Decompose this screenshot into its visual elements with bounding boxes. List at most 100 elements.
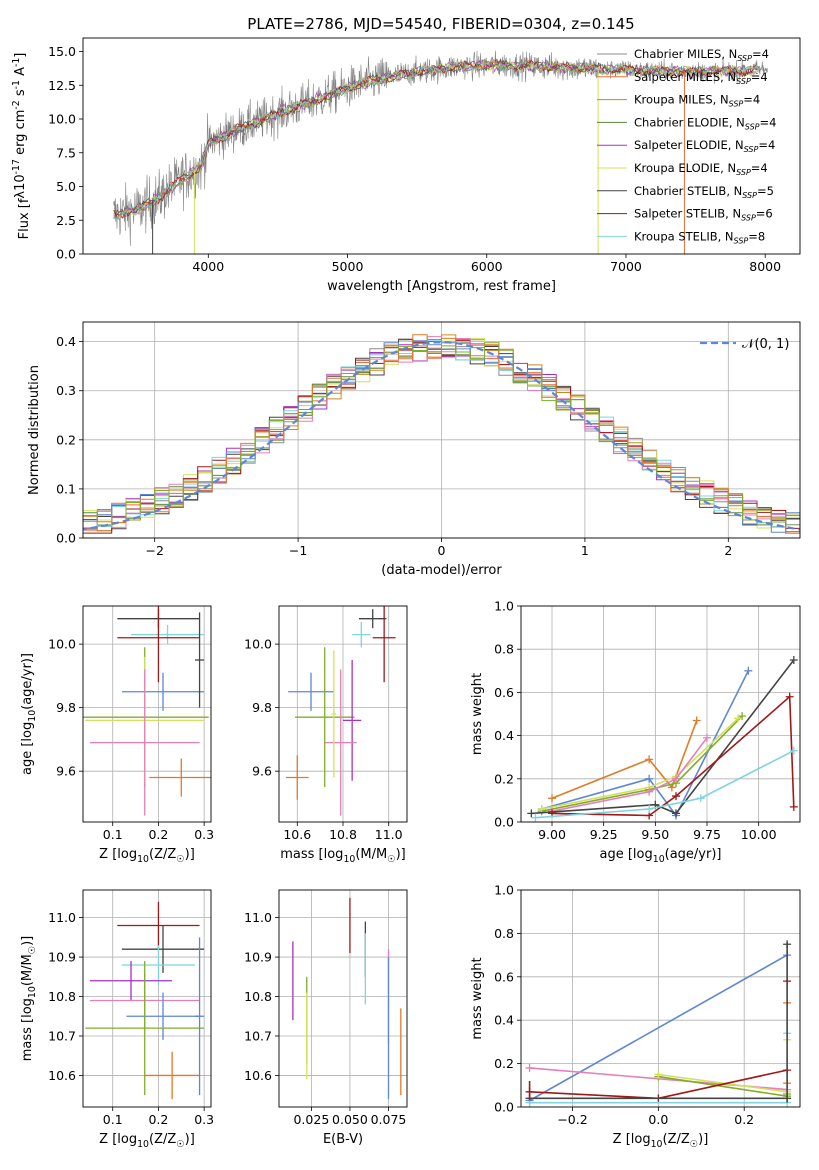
- x-tick-label: 6000: [471, 259, 503, 274]
- axes-frame: [278, 889, 408, 1108]
- y-tick-label: 0.6: [494, 969, 514, 984]
- y-tick-label: 9.6: [252, 764, 272, 779]
- series-line: [658, 1075, 788, 1097]
- legend: Chabrier MILES, NSSP=4 Salpeter MILES, NS…: [597, 47, 776, 245]
- y-tick-label: 0.2: [56, 432, 76, 447]
- y-tick-label: 10.9: [48, 950, 76, 965]
- model-spectrum: [113, 59, 758, 219]
- x-tick-label: 5000: [332, 259, 364, 274]
- y-tick-label: 0.4: [494, 1013, 514, 1028]
- panel-mass-vs-Z: 0.1 0.2 0.3 10.6 10.7 10.8 10.9 11.0 Z [log10(Z/…: [20, 889, 214, 1150]
- y-tick-label: 11.0: [48, 910, 76, 925]
- x-tick-label: 10.8: [329, 827, 357, 842]
- y-tick-label: 0.0: [56, 531, 76, 546]
- series-line: [535, 749, 795, 819]
- x-tick-label: 0: [438, 543, 446, 558]
- axes-frame: [82, 321, 801, 539]
- series-marker: [789, 802, 798, 811]
- errorbar-point: [117, 606, 200, 683]
- normal-reference-curve: [83, 341, 800, 531]
- y-tick-label: 0.1: [56, 481, 76, 496]
- errorbar-point: [288, 672, 334, 711]
- x-tick-label: 0.2: [148, 1112, 168, 1127]
- y-axis-label: Flux [fλ10-17 erg cm-2 s-1 A-1]: [11, 53, 32, 240]
- y-tick-label: 0.0: [56, 247, 76, 262]
- x-tick-label: 2: [724, 543, 732, 558]
- series-line: [541, 715, 743, 812]
- y-tick-label: 11.0: [244, 910, 272, 925]
- panel-spectrum: 4000 5000 6000 7000 8000 0.0 2.5 5.0 7.5 10.0 12.5…: [11, 37, 801, 294]
- legend-entry: 𝒩(0, 1): [742, 337, 789, 352]
- series-line: [551, 694, 795, 817]
- series-marker: [645, 805, 654, 814]
- x-tick-label: 0.2: [734, 1112, 754, 1127]
- panel-weight-vs-Z: −0.2 0.0 0.2 0.0 0.2 0.4 0.6 0.8 1.0 Z [log10(Z/Z…: [470, 883, 801, 1150]
- errorbar-point: [331, 650, 337, 778]
- y-tick-label: 10.8: [244, 989, 272, 1004]
- series-marker: [645, 755, 654, 764]
- legend-entry: Chabrier ELODIE, NSSP=4: [634, 115, 776, 131]
- series-marker: [548, 794, 556, 803]
- errorbar-point: [195, 937, 205, 1096]
- plot-area: [279, 890, 407, 1107]
- axes-frame: [278, 605, 408, 823]
- series-line: [541, 717, 739, 810]
- x-tick-label: 10.6: [283, 827, 311, 842]
- series-line: [551, 720, 698, 799]
- y-axis-label: mass [log10(M/M☉)]: [20, 936, 38, 1062]
- y-tick-label: 1.0: [494, 883, 514, 898]
- y-axis-label: mass weight: [470, 673, 485, 755]
- errorbar-point: [89, 669, 200, 816]
- panel-weight-vs-age: 9.00 9.25 9.50 9.75 10.00 0.0 0.2 0.4 0.6 0.8 1.0 a…: [470, 599, 801, 865]
- y-tick-label: 7.5: [56, 145, 76, 160]
- plot-area: [521, 606, 800, 822]
- y-tick-label: 10.0: [48, 112, 76, 127]
- y-axis-label: age [log10(age/yr)]: [20, 653, 38, 775]
- plot-area: [279, 606, 407, 822]
- errorbar-point: [359, 609, 387, 629]
- x-axis-label: (data-model)/error: [381, 563, 502, 578]
- y-tick-label: 10.8: [48, 989, 76, 1004]
- weight-series: [527, 656, 798, 818]
- errorbar-point: [372, 606, 396, 683]
- panel-age-vs-Z: 0.1 0.2 0.3 9.6 9.8 10.0 Z [log10(Z/Z☉)] age [l…: [20, 605, 214, 865]
- x-tick-label: 7000: [610, 259, 642, 274]
- y-tick-label: 10.9: [244, 950, 272, 965]
- weight-series: [531, 746, 798, 822]
- x-tick-label: 0.075: [371, 1112, 407, 1127]
- series-marker: [703, 733, 711, 742]
- y-tick-label: 0.3: [56, 383, 76, 398]
- series-marker: [672, 792, 680, 801]
- series-marker: [672, 809, 680, 818]
- errorbar-point: [149, 758, 211, 797]
- x-tick-label: 0.050: [332, 1112, 368, 1127]
- y-tick-label: 9.8: [252, 700, 272, 715]
- series-line: [529, 954, 788, 1102]
- panel-residuals: −2 −1 0 1 2 0.0 0.1 0.2 0.3 0.4 (data-model)/error…: [27, 321, 801, 578]
- series-marker: [692, 716, 701, 725]
- errorbar-point: [324, 669, 357, 816]
- errorbar-point: [352, 621, 371, 648]
- y-tick-label: 1.0: [494, 599, 514, 614]
- plot-area: [521, 890, 800, 1107]
- series-marker: [744, 666, 753, 675]
- panel-age-vs-mass: 10.6 10.8 11.0 9.6 9.8 10.0 mass [log10(M/M☉)]: [244, 605, 408, 865]
- x-axis-label: Z [log10(Z/Z☉)]: [99, 1132, 195, 1150]
- errorbar-point: [121, 945, 195, 985]
- series-marker: [738, 712, 747, 721]
- x-tick-label: 0.2: [148, 827, 168, 842]
- x-axis-label: mass [log10(M/M☉)]: [280, 847, 406, 865]
- series-marker: [785, 692, 794, 701]
- axes-frame: [520, 605, 801, 823]
- series-marker: [672, 774, 680, 783]
- y-tick-label: 10.7: [244, 1028, 272, 1043]
- x-tick-label: 1: [581, 543, 589, 558]
- y-tick-label: 0.0: [494, 1100, 514, 1115]
- series-marker: [531, 813, 540, 822]
- weight-series: [537, 714, 742, 814]
- y-tick-label: 10.0: [244, 637, 272, 652]
- y-tick-label: 9.6: [56, 764, 76, 779]
- x-tick-label: 8000: [749, 259, 781, 274]
- errorbar-point: [195, 612, 205, 708]
